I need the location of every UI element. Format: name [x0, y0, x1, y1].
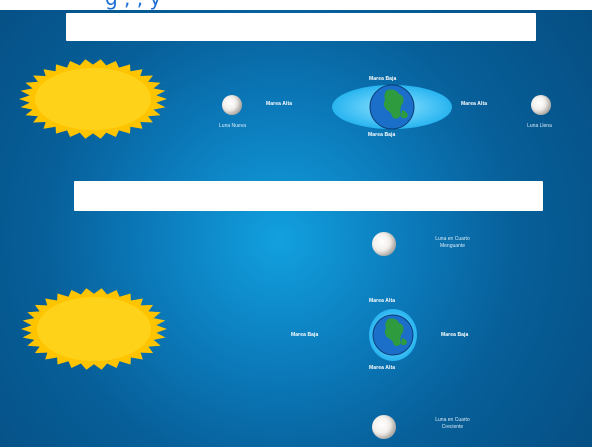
earth-top-globe-icon [332, 84, 452, 130]
earth-top-label-bottom: Marea Baja [368, 132, 396, 138]
waxing-moon-label-line2: Creciente [441, 424, 464, 430]
new-moon-label: Luna Nueva [219, 123, 246, 129]
earth-bottom-label-top: Marea Alta [369, 298, 396, 304]
waxing-quarter-moon [372, 415, 396, 439]
waning-quarter-moon [372, 232, 396, 256]
earth-bottom-label-left: Marea Baja [291, 332, 319, 338]
sun-top-icon [19, 59, 167, 139]
earth-top-label-top: Marea Baja [369, 76, 397, 82]
bottom-title-box [74, 181, 543, 211]
earth-top-label-right: Marea Alta [461, 101, 488, 107]
earth-bottom-globe-icon [369, 309, 417, 361]
cropped-title-strip: g , , y [0, 0, 592, 10]
sun-bottom [20, 287, 168, 371]
full-moon [531, 95, 551, 115]
sun-top [18, 58, 168, 140]
earth-bottom [355, 309, 431, 361]
earth-top-label-left: Marea Alta [266, 101, 293, 107]
cropped-title-text: g , , y [105, 0, 161, 10]
waxing-moon-label-line1: Luna en Cuarto [435, 417, 470, 423]
full-moon-label: Luna Llena [527, 123, 552, 129]
waning-moon-label: Luna en Cuarto Menguante [410, 236, 495, 250]
waxing-moon-label: Luna en Cuarto Creciente [410, 417, 495, 431]
earth-bottom-label-right: Marea Baja [441, 332, 469, 338]
earth-bottom-label-bottom: Marea Alta [369, 365, 396, 371]
waning-moon-label-line2: Menguante [439, 243, 466, 249]
earth-top [330, 82, 455, 132]
waning-moon-label-line1: Luna en Cuarto [435, 236, 470, 242]
new-moon [222, 95, 242, 115]
sun-bottom-icon [21, 288, 167, 370]
top-title-box [66, 13, 536, 41]
